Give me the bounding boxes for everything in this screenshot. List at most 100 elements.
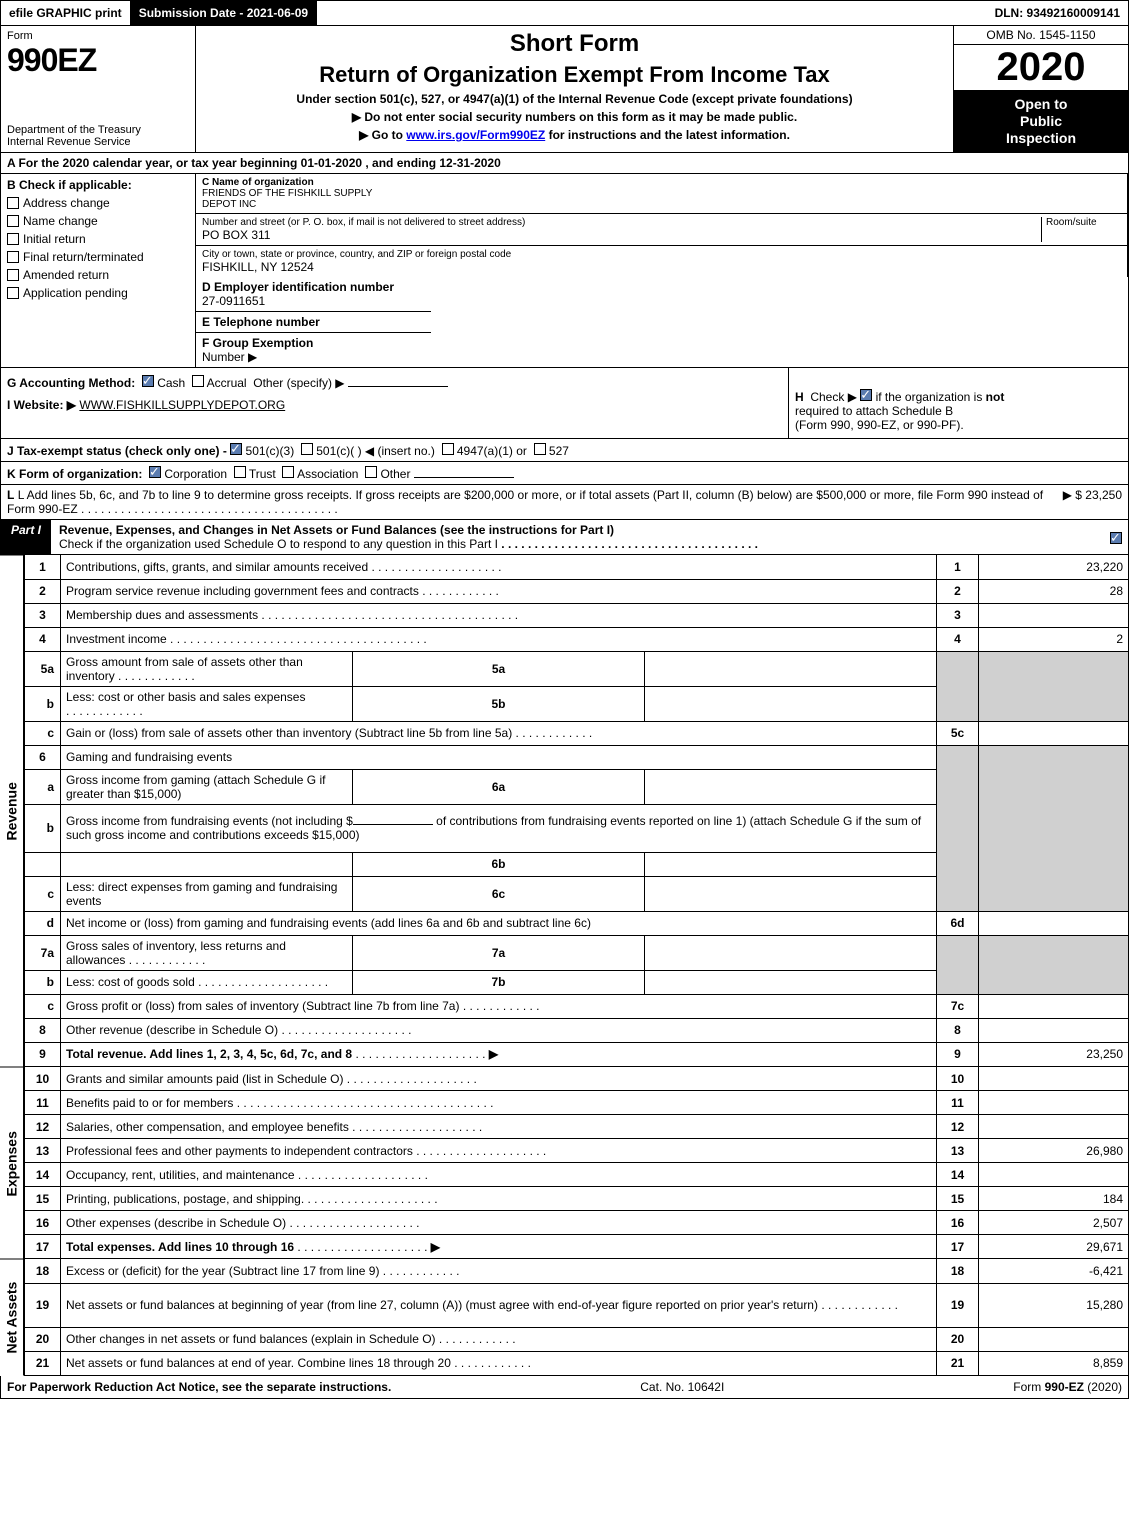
row-gh: G Accounting Method: Cash Accrual Other … <box>0 368 1129 439</box>
table-row: 8 Other revenue (describe in Schedule O)… <box>25 1018 1129 1042</box>
table-row: 11Benefits paid to or for members11 <box>25 1091 1129 1115</box>
note2-pre: ▶ Go to <box>359 128 406 142</box>
line-ref: 4 <box>937 627 979 651</box>
checkbox-icon[interactable] <box>365 466 377 478</box>
line-ref: 6d <box>937 911 979 935</box>
dots-leader <box>349 1120 482 1134</box>
line-amount <box>979 603 1129 627</box>
checkbox-icon[interactable] <box>142 375 154 387</box>
line-ref: 2 <box>937 579 979 603</box>
line-ref: 11 <box>937 1091 979 1115</box>
gray-cell <box>937 651 979 721</box>
line-num: 21 <box>25 1351 61 1375</box>
line-ref: 20 <box>937 1327 979 1351</box>
ein-cell: D Employer identification number 27-0911… <box>196 277 431 312</box>
line-text: Gaming and fundraising events <box>61 745 937 769</box>
line-text: Investment income <box>66 632 167 646</box>
chk-address-change[interactable]: Address change <box>7 196 189 210</box>
irs-link[interactable]: www.irs.gov/Form990EZ <box>406 128 545 142</box>
chk-amended-return[interactable]: Amended return <box>7 268 189 282</box>
efile-label: efile GRAPHIC print <box>1 1 131 25</box>
dots-leader <box>304 1192 437 1206</box>
gray-cell <box>979 651 1129 721</box>
dots-leader <box>413 1144 546 1158</box>
org-name-label: C Name of organization <box>202 177 1121 188</box>
gray-cell <box>937 745 979 911</box>
checkbox-icon[interactable] <box>1110 532 1122 544</box>
line-text: Gross income from gaming (attach Schedul… <box>61 769 353 804</box>
row-g-left: G Accounting Method: Cash Accrual Other … <box>1 368 788 438</box>
checkbox-icon[interactable] <box>282 466 294 478</box>
phone-cell: E Telephone number <box>196 312 431 333</box>
line-text: Less: cost or other basis and sales expe… <box>66 690 305 704</box>
line-num: 16 <box>25 1211 61 1235</box>
dots-leader <box>195 975 328 989</box>
6b-blank[interactable] <box>353 824 433 825</box>
line-ref: 18 <box>937 1259 979 1283</box>
checkbox-icon[interactable] <box>192 375 204 387</box>
line-amount <box>979 911 1129 935</box>
line-ref: 12 <box>937 1115 979 1139</box>
line-amount <box>979 1067 1129 1091</box>
line-amount <box>979 1115 1129 1139</box>
line-ref: 14 <box>937 1163 979 1187</box>
chk-initial-return[interactable]: Initial return <box>7 232 189 246</box>
checkbox-icon[interactable] <box>234 466 246 478</box>
col-cdef: C Name of organization FRIENDS OF THE FI… <box>196 174 1128 367</box>
line-num: c <box>25 994 61 1018</box>
dots-leader <box>167 632 427 646</box>
line-num: 5a <box>25 651 61 686</box>
arrow-icon: ▶ <box>431 1240 440 1254</box>
line-text: Other revenue (describe in Schedule O) <box>66 1023 278 1037</box>
website-value[interactable]: WWW.FISHKILLSUPPLYDEPOT.ORG <box>79 398 285 412</box>
line-num: b <box>25 804 61 852</box>
line-num: 2 <box>25 579 61 603</box>
mid-val <box>645 651 937 686</box>
checkbox-icon[interactable] <box>534 443 546 455</box>
table-row: c Gross profit or (loss) from sales of i… <box>25 994 1129 1018</box>
dots-leader <box>66 704 143 718</box>
chk-application-pending[interactable]: Application pending <box>7 286 189 300</box>
ein-label: D Employer identification number <box>202 280 425 294</box>
mid-ref: 7a <box>353 935 645 970</box>
g-other-input[interactable] <box>348 386 448 387</box>
checkbox-icon[interactable] <box>442 443 454 455</box>
website-row: I Website: ▶ WWW.FISHKILLSUPPLYDEPOT.ORG <box>7 398 782 412</box>
dots-leader <box>233 1096 493 1110</box>
submission-date: Submission Date - 2021-06-09 <box>131 1 317 25</box>
group-exemption-cell: F Group Exemption Number ▶ <box>196 333 431 367</box>
checkbox-icon <box>7 287 19 299</box>
table-row: 4 Investment income 4 2 <box>25 627 1129 651</box>
ein-value: 27-0911651 <box>202 294 425 308</box>
dots-leader <box>818 1298 898 1312</box>
line-ref: 10 <box>937 1067 979 1091</box>
line-amount: 26,980 <box>979 1139 1129 1163</box>
dots-leader <box>343 1072 476 1086</box>
checkbox-icon[interactable] <box>230 443 242 455</box>
header-left: Form 990EZ Department of the Treasury In… <box>1 26 196 152</box>
part-1-title: Revenue, Expenses, and Changes in Net As… <box>51 520 1104 554</box>
chk-label: Amended return <box>23 268 109 282</box>
chk-label: Application pending <box>23 286 128 300</box>
line-text: Occupancy, rent, utilities, and maintena… <box>66 1168 295 1182</box>
line-amount <box>979 1091 1129 1115</box>
mid-val <box>645 852 937 876</box>
checkbox-icon[interactable] <box>301 443 313 455</box>
j-opt2: 501(c)( ) <box>316 444 361 458</box>
checkbox-icon <box>7 197 19 209</box>
row-k-form-org: K Form of organization: Corporation Trus… <box>0 462 1129 485</box>
dots-leader <box>379 1264 459 1278</box>
expenses-section: Expenses 10Grants and similar amounts pa… <box>0 1067 1129 1260</box>
chk-name-change[interactable]: Name change <box>7 214 189 228</box>
k-other-input[interactable] <box>414 477 514 478</box>
org-name-value: FRIENDS OF THE FISHKILL SUPPLY DEPOT INC <box>202 188 1121 210</box>
chk-final-return[interactable]: Final return/terminated <box>7 250 189 264</box>
line-text: Membership dues and assessments <box>66 608 258 622</box>
department-label: Department of the Treasury Internal Reve… <box>7 124 189 148</box>
mid-val <box>645 935 937 970</box>
checkbox-icon[interactable] <box>149 466 161 478</box>
footer-mid: Cat. No. 10642I <box>640 1380 724 1394</box>
checkbox-icon[interactable] <box>860 389 872 401</box>
table-row: 10Grants and similar amounts paid (list … <box>25 1067 1129 1091</box>
l-value: 23,250 <box>1085 488 1122 502</box>
